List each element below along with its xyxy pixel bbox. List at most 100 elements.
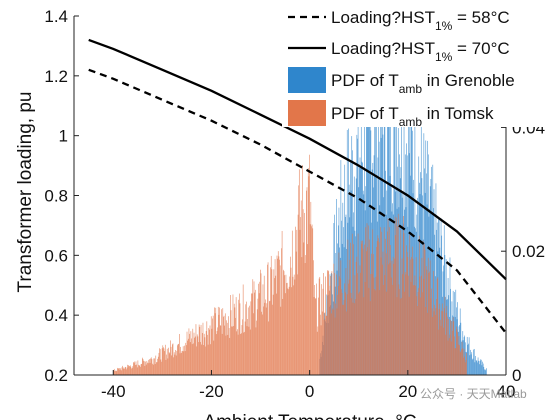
histogram-bar [290, 256, 291, 375]
histogram-bar [408, 153, 410, 375]
y-tick-label: 1 [59, 127, 68, 146]
histogram-bar [401, 297, 402, 375]
histogram-bar [298, 169, 300, 375]
histogram-bar [479, 364, 480, 375]
histogram-bar [337, 286, 339, 375]
histogram-bar [314, 285, 315, 375]
histogram-bar [245, 304, 247, 375]
histogram-bar [223, 315, 225, 375]
histogram-bar [449, 257, 451, 375]
histogram-bar [420, 297, 421, 375]
histogram-bar [134, 364, 136, 375]
histogram-bar [371, 169, 373, 375]
histogram-bar [367, 69, 369, 376]
histogram-bar [164, 344, 166, 375]
histogram-bar [420, 172, 421, 375]
histogram-bar [431, 288, 432, 375]
histogram-bar [431, 308, 433, 375]
histogram-bar [171, 355, 173, 375]
histogram-bar [125, 366, 127, 375]
histogram-bar [369, 239, 370, 375]
histogram-bar [482, 361, 483, 375]
legend-entry-label: PDF of Tamb in Tomsk [331, 104, 494, 129]
histogram-bar [253, 281, 255, 375]
histogram-bar [410, 259, 411, 375]
histogram-bar [429, 260, 431, 375]
histogram-bar [343, 304, 344, 375]
histogram-bar [400, 230, 402, 375]
histogram-bar [351, 298, 353, 375]
histogram-bar [199, 326, 201, 375]
histogram-bar [174, 354, 176, 375]
histogram-bar [138, 364, 139, 375]
histogram-bar [290, 267, 292, 375]
histogram-bar [460, 322, 462, 375]
histogram-bar [251, 293, 253, 375]
histogram-bar [208, 328, 210, 375]
histogram-bar [381, 264, 383, 375]
histogram-bar [342, 304, 344, 375]
histogram-bar [379, 290, 381, 375]
histogram-bar [374, 92, 376, 375]
histogram-bar [456, 329, 458, 375]
y-tick-label: 1.2 [44, 67, 68, 86]
histogram-bar [258, 293, 260, 375]
histogram-bar [309, 224, 311, 375]
histogram-bar [222, 308, 224, 375]
histogram-bar [179, 353, 181, 375]
histogram-bar [247, 307, 249, 375]
histogram-bar [265, 299, 266, 375]
histogram-bar [327, 270, 328, 375]
histogram-bar [138, 365, 140, 375]
histogram-bar [275, 275, 277, 375]
histogram-bar [316, 283, 317, 375]
histogram-bar [426, 269, 428, 375]
histogram-bar [212, 318, 213, 375]
histogram-bar [351, 233, 353, 375]
histogram-bar [396, 297, 398, 375]
histogram-bar [173, 357, 174, 375]
histogram-bar [169, 353, 171, 375]
histogram-bar [115, 370, 117, 375]
histogram-bar [279, 265, 281, 375]
watermark-text: 公众号 · 天天Matlab [420, 387, 527, 401]
histogram-bar [390, 245, 391, 375]
histogram-bar [394, 64, 395, 375]
histogram-bar [158, 352, 160, 375]
histogram-bar [277, 251, 279, 375]
histogram-bar [383, 74, 385, 375]
histogram-bar [427, 140, 429, 375]
histogram-bar [444, 296, 446, 375]
histogram-bar [362, 240, 363, 375]
histogram-bar [231, 326, 233, 375]
histogram-bar [300, 217, 301, 375]
histogram-bar [194, 336, 196, 375]
histogram-bar [184, 345, 185, 375]
histogram-bar [237, 329, 238, 375]
histogram-bar [185, 342, 187, 375]
histogram-bar [459, 308, 461, 375]
histogram-bar [330, 313, 332, 375]
histogram-bar [200, 324, 202, 375]
histogram-bar [468, 343, 469, 375]
histogram-bar [356, 134, 358, 375]
histogram-bar [384, 275, 386, 375]
histogram-bar [377, 235, 379, 375]
histogram-bar [322, 288, 324, 375]
histogram-bar [271, 269, 273, 375]
histogram-bar [446, 305, 448, 375]
histogram-bar [354, 275, 356, 375]
histogram-bar [484, 369, 486, 375]
histogram-bar [480, 359, 481, 375]
histogram-bar [315, 298, 317, 375]
histogram-bar [367, 63, 369, 375]
histogram-bar [353, 176, 355, 375]
histogram-bar [118, 368, 120, 375]
histogram-bar [238, 299, 240, 375]
histogram-bar [321, 284, 323, 375]
histogram-bar [475, 360, 477, 375]
histogram-bar [294, 279, 296, 375]
histogram-bar [448, 338, 450, 375]
histogram-bar [119, 368, 120, 375]
histogram-bar [229, 337, 231, 375]
